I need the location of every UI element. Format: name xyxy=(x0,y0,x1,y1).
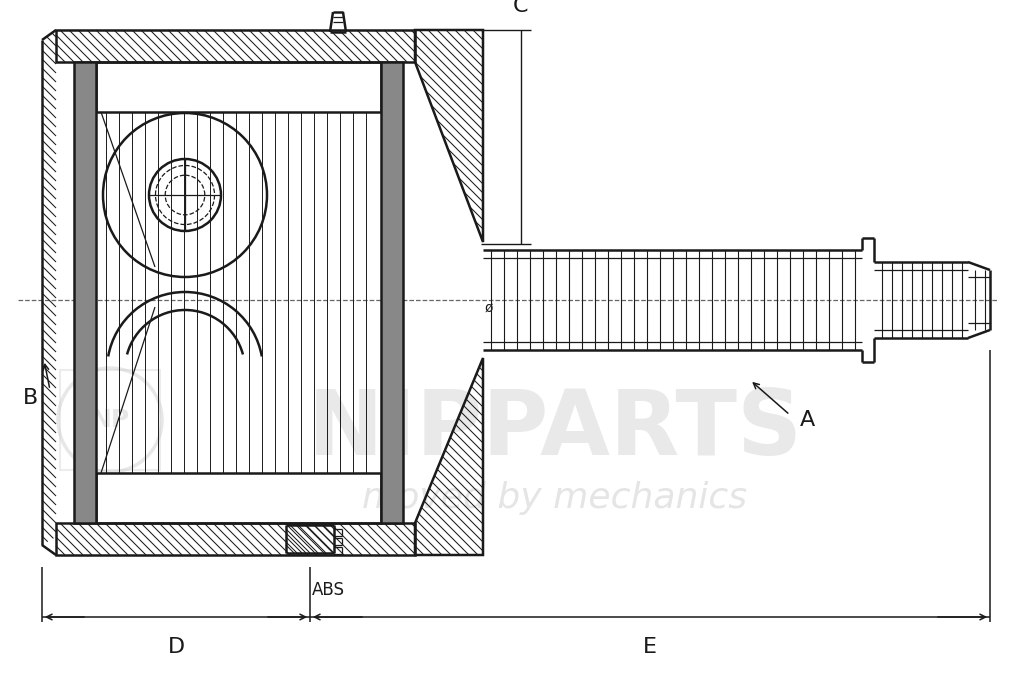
Text: ø: ø xyxy=(485,301,494,315)
Text: C: C xyxy=(513,0,528,16)
Bar xyxy=(60,370,160,470)
Bar xyxy=(74,62,96,523)
Bar xyxy=(381,62,403,523)
Text: A: A xyxy=(800,410,815,430)
Text: NP: NP xyxy=(90,408,130,432)
Text: D: D xyxy=(168,637,184,657)
Text: B: B xyxy=(23,388,38,408)
Text: ABS: ABS xyxy=(312,581,345,599)
Text: NIPPARTS: NIPPARTS xyxy=(307,386,803,474)
Text: E: E xyxy=(643,637,657,657)
Text: moved by mechanics: moved by mechanics xyxy=(362,481,748,515)
